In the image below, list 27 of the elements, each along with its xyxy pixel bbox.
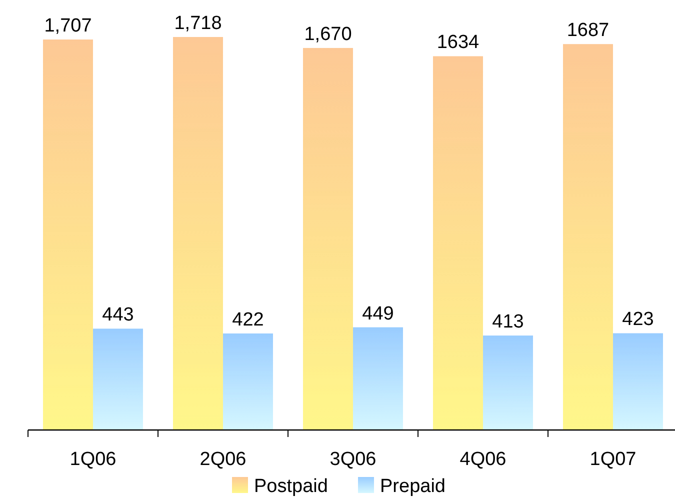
- x-tick-label: 4Q06: [460, 449, 506, 470]
- x-tick-label: 1Q07: [590, 449, 636, 470]
- data-label: 1,718: [174, 13, 222, 34]
- data-label: 449: [362, 303, 394, 324]
- data-label: 1,707: [44, 16, 92, 37]
- x-tick-label: 3Q06: [330, 449, 376, 470]
- data-label: 422: [232, 309, 264, 330]
- data-label: 1687: [566, 20, 610, 42]
- bar: [353, 327, 403, 430]
- data-label: 413: [492, 312, 524, 333]
- bar: [433, 56, 483, 430]
- x-tick-label: 1Q06: [70, 449, 116, 470]
- legend-label: Postpaid: [254, 476, 328, 497]
- bar: [483, 336, 533, 430]
- bar: [93, 328, 143, 430]
- data-label: 1634: [436, 32, 480, 54]
- bar: [613, 333, 663, 430]
- bar: [173, 37, 223, 430]
- x-tick-label: 2Q06: [200, 449, 246, 470]
- bar: [43, 40, 93, 430]
- bar: [563, 44, 613, 430]
- bar: [223, 333, 273, 430]
- bar: [303, 48, 353, 430]
- data-label: 1,670: [304, 24, 352, 45]
- data-label: 423: [622, 309, 654, 330]
- legend-label: Prepaid: [380, 476, 446, 497]
- data-label: 443: [102, 304, 134, 326]
